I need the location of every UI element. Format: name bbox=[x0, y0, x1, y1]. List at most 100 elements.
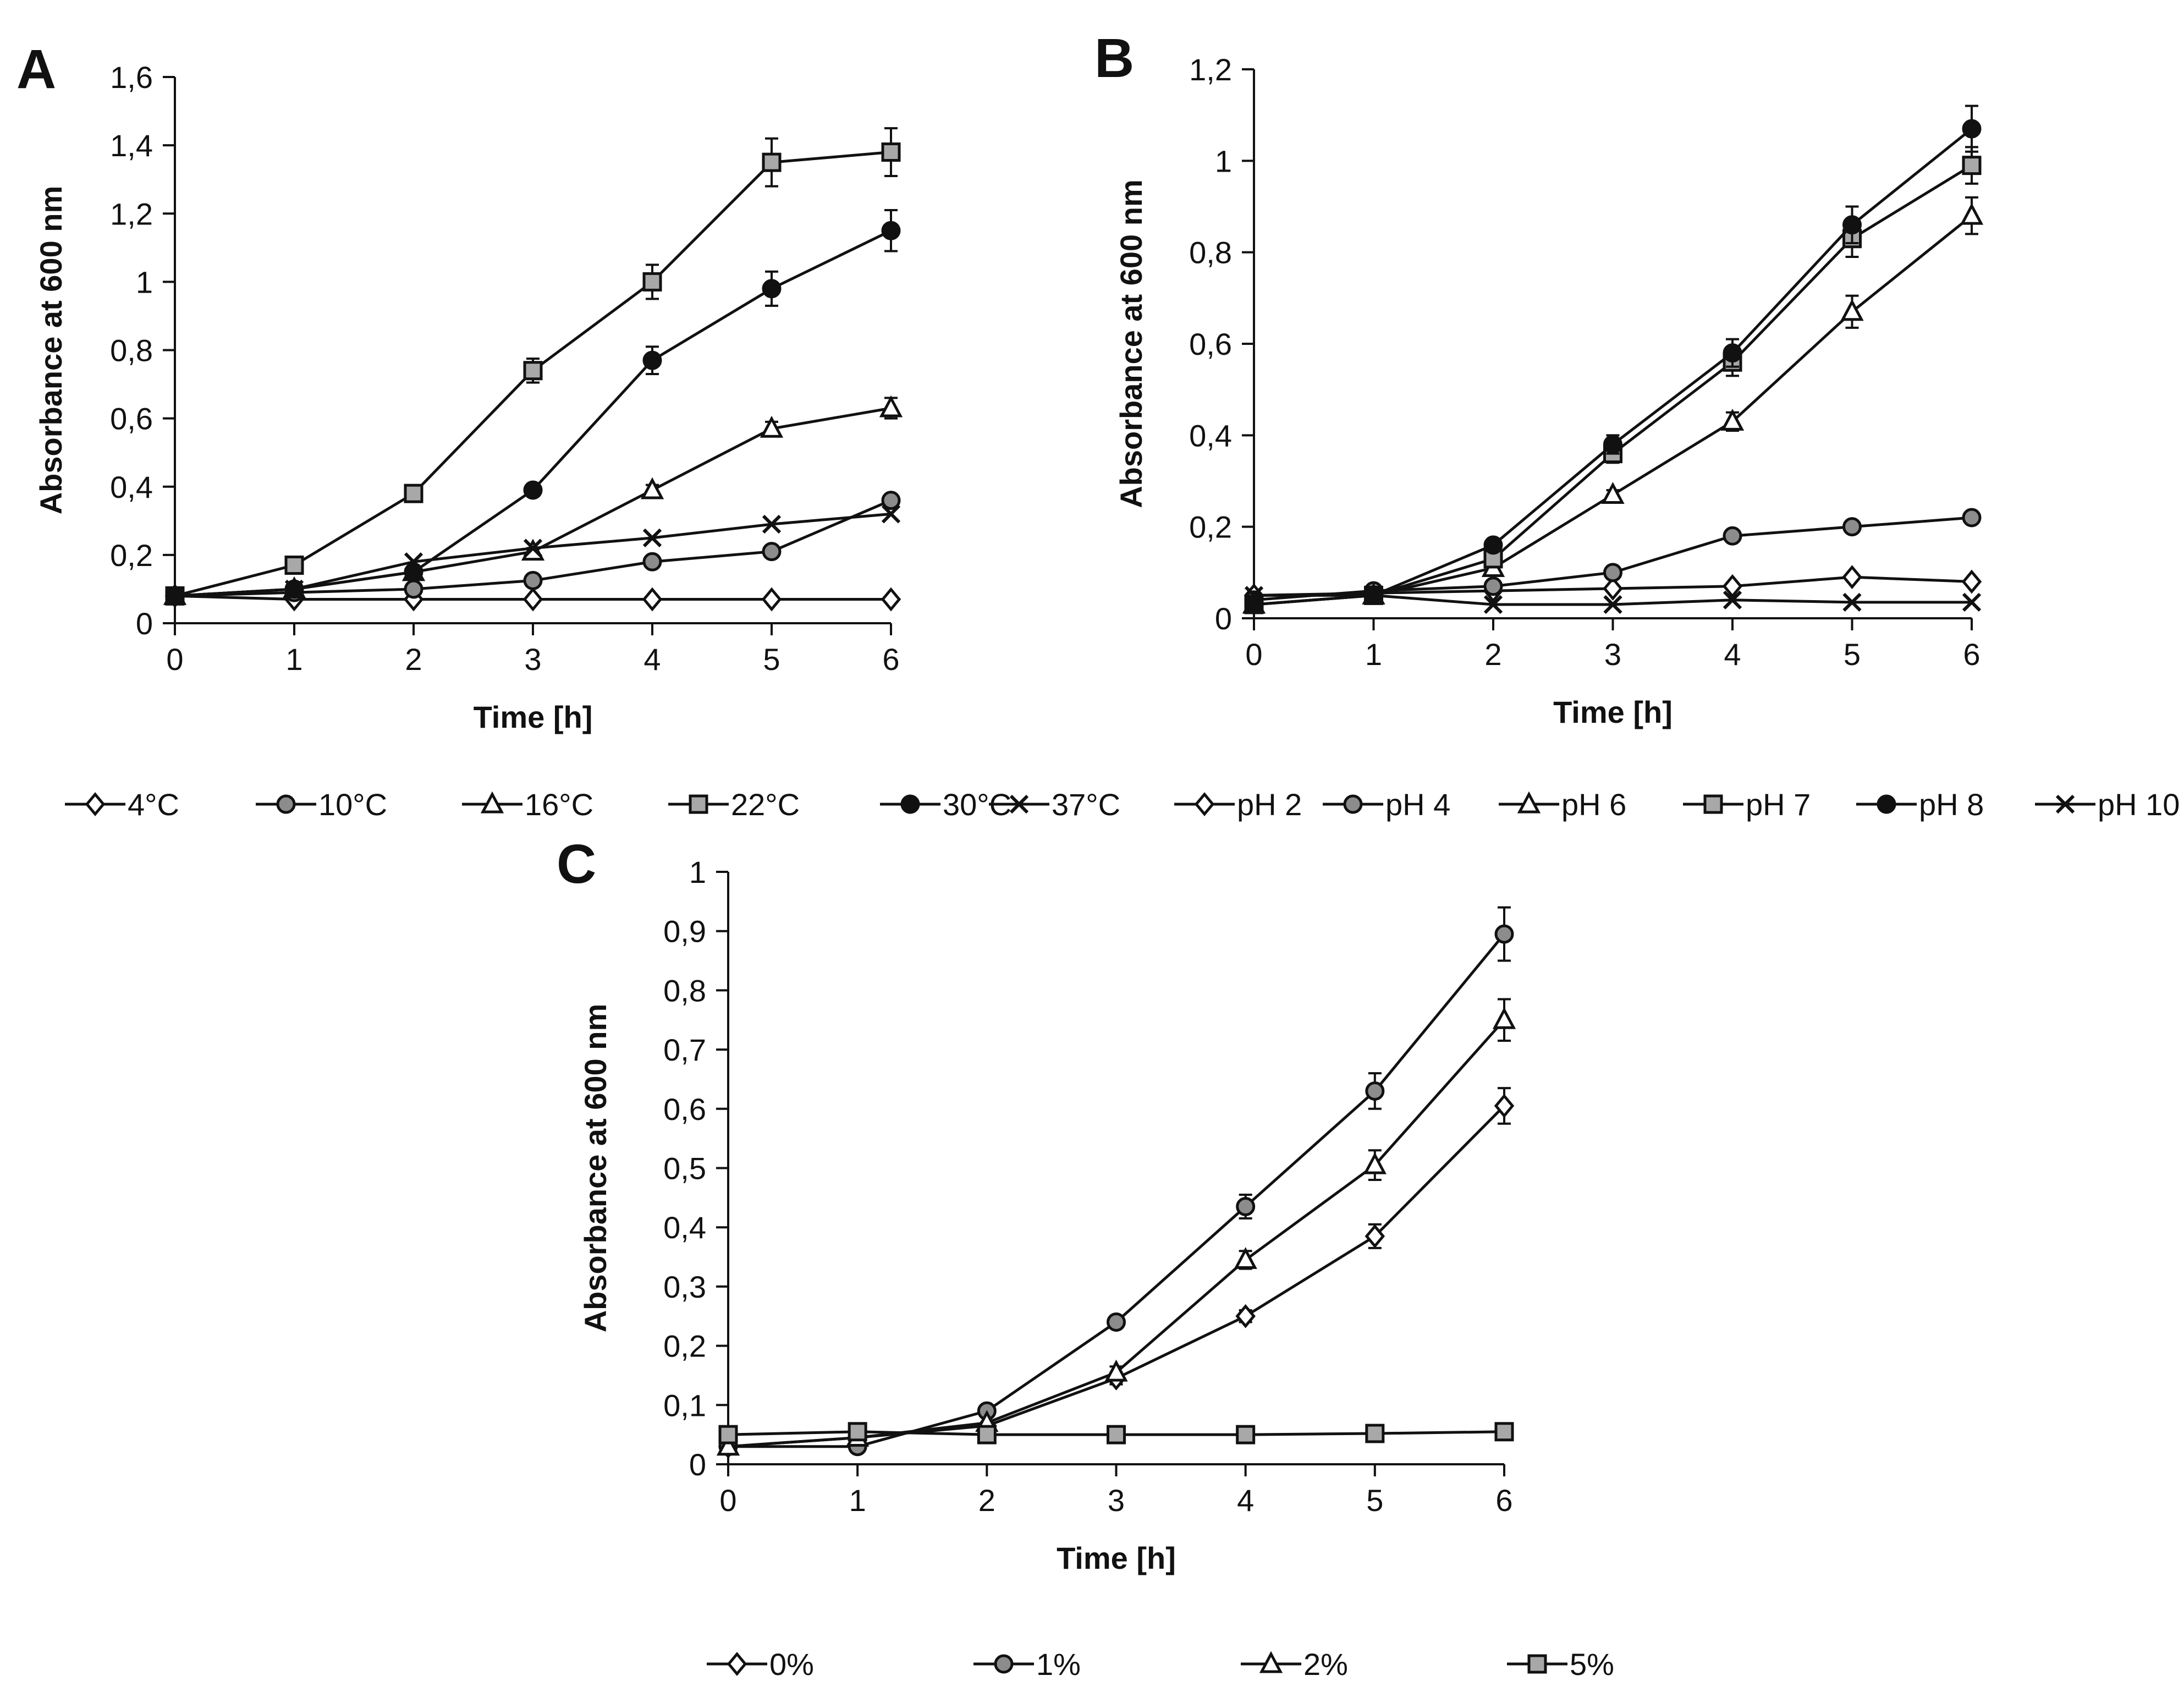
legend-item-0pct: 0% bbox=[707, 1647, 814, 1682]
y-tick-label: 0,2 bbox=[110, 538, 153, 573]
legend-marker bbox=[276, 794, 296, 814]
data-point-stroke-b bbox=[284, 579, 304, 599]
data-point bbox=[1960, 202, 1984, 225]
legend-item-ph-8: pH 8 bbox=[1856, 787, 1984, 822]
series-37c bbox=[165, 504, 901, 606]
series-ph-10 bbox=[1244, 586, 1982, 614]
legend-item-ph-2: pH 2 bbox=[1174, 787, 1302, 822]
data-point bbox=[762, 279, 782, 299]
y-tick-label: 0 bbox=[689, 1447, 706, 1482]
y-tick-label: 0,8 bbox=[1189, 235, 1232, 270]
legend-marker-stroke-b bbox=[2055, 794, 2075, 814]
series-ph-7 bbox=[1244, 146, 1982, 614]
legend-marker bbox=[900, 794, 920, 814]
legend-panel-c: 0% 1% 2% 5% bbox=[707, 1647, 1614, 1682]
data-point bbox=[1483, 535, 1503, 555]
legend-label: 5% bbox=[1570, 1647, 1614, 1682]
data-point-stroke-b bbox=[1364, 586, 1383, 605]
y-tick-label: 0,2 bbox=[1189, 510, 1232, 545]
data-point-stroke-b bbox=[1723, 590, 1742, 609]
legend-item-37c: 37°C bbox=[989, 787, 1120, 822]
data-point bbox=[165, 586, 185, 606]
x-tick-label: 3 bbox=[1108, 1483, 1125, 1518]
y-tick-label: 0 bbox=[136, 606, 153, 641]
data-point bbox=[1236, 1197, 1256, 1217]
series-line-0pct bbox=[728, 1105, 1505, 1448]
data-point bbox=[284, 579, 304, 599]
series-ph-8 bbox=[1244, 105, 1982, 614]
y-tick-label: 0 bbox=[1215, 601, 1232, 636]
legend-label: 22°C bbox=[731, 787, 800, 822]
data-point bbox=[523, 570, 543, 590]
legend-marker bbox=[1009, 794, 1029, 814]
y-axis-title: Absorbance at 600 nm bbox=[1114, 179, 1148, 508]
data-point bbox=[1363, 1152, 1387, 1174]
series-22c bbox=[165, 127, 901, 606]
data-point bbox=[1494, 924, 1514, 944]
data-point bbox=[881, 587, 901, 612]
data-point-stroke-b bbox=[1962, 592, 1982, 612]
data-point bbox=[1603, 595, 1622, 614]
legend-marker bbox=[1527, 1654, 1547, 1674]
legend-item-ph-6: pH 6 bbox=[1499, 787, 1626, 822]
x-tick-label: 4 bbox=[643, 642, 661, 677]
data-point-stroke-b bbox=[1842, 592, 1862, 612]
y-tick-label: 0,6 bbox=[1189, 327, 1232, 361]
data-point-stroke-b bbox=[1603, 595, 1622, 614]
y-tick-label: 0,4 bbox=[1189, 418, 1232, 453]
legend-marker bbox=[2055, 794, 2075, 814]
legend-item-ph-7: pH 7 bbox=[1683, 787, 1811, 822]
y-tick-label: 1 bbox=[1215, 144, 1232, 178]
legend-marker-stroke-b bbox=[1009, 794, 1029, 814]
y-tick-label: 0,9 bbox=[663, 914, 706, 949]
data-point bbox=[881, 491, 901, 510]
x-tick-label: 1 bbox=[849, 1483, 866, 1518]
data-point bbox=[1107, 1312, 1126, 1332]
y-tick-label: 0,8 bbox=[663, 973, 706, 1008]
series-5pct bbox=[718, 1422, 1514, 1444]
data-point bbox=[1492, 1007, 1516, 1029]
data-point bbox=[1364, 586, 1383, 605]
data-point bbox=[642, 552, 662, 572]
series-ph-6 bbox=[1242, 196, 1984, 614]
data-point bbox=[1494, 1422, 1514, 1442]
legend-item-4c: 4°C bbox=[65, 787, 179, 822]
x-tick-label: 5 bbox=[1366, 1483, 1383, 1518]
data-point bbox=[762, 152, 782, 172]
x-axis-title: Time [h] bbox=[474, 700, 593, 734]
y-tick-label: 1,2 bbox=[1189, 52, 1232, 87]
data-point bbox=[1235, 1304, 1256, 1328]
data-point bbox=[1962, 592, 1982, 612]
legend-item-ph-4: pH 4 bbox=[1323, 787, 1450, 822]
chart-panel-c: C 0 0,1 0,2 0,3 0,4 0,5 0,6 0,7 0,8 0,9 1 0 1 2 3 4 5 6 Tim… bbox=[557, 833, 1516, 1575]
data-point bbox=[642, 272, 662, 292]
legend-label: 2% bbox=[1303, 1647, 1348, 1682]
data-point bbox=[642, 350, 662, 370]
data-point bbox=[1723, 590, 1742, 609]
data-point-stroke-b bbox=[762, 514, 782, 534]
x-tick-label: 5 bbox=[1844, 637, 1861, 672]
y-tick-label: 1,6 bbox=[110, 60, 153, 95]
y-tick-label: 1,2 bbox=[110, 196, 153, 231]
data-point bbox=[1603, 576, 1623, 601]
data-point bbox=[881, 504, 901, 524]
x-tick-label: 2 bbox=[978, 1483, 995, 1518]
data-point bbox=[1601, 482, 1625, 504]
data-point bbox=[642, 587, 663, 612]
data-point bbox=[761, 587, 782, 612]
data-point bbox=[1483, 549, 1503, 569]
data-point bbox=[1842, 517, 1862, 537]
series-line-ph-6 bbox=[1253, 215, 1973, 606]
data-point bbox=[881, 221, 901, 240]
legend-marker bbox=[1259, 1651, 1283, 1673]
x-tick-label: 3 bbox=[524, 642, 541, 677]
legend-marker bbox=[480, 791, 504, 814]
legend-marker bbox=[727, 1652, 747, 1676]
data-point bbox=[1723, 526, 1742, 546]
data-point bbox=[404, 484, 423, 503]
data-point bbox=[1962, 508, 1982, 528]
y-tick-label: 0,4 bbox=[110, 470, 153, 504]
y-tick-label: 1,4 bbox=[110, 128, 153, 163]
data-point bbox=[879, 395, 903, 417]
